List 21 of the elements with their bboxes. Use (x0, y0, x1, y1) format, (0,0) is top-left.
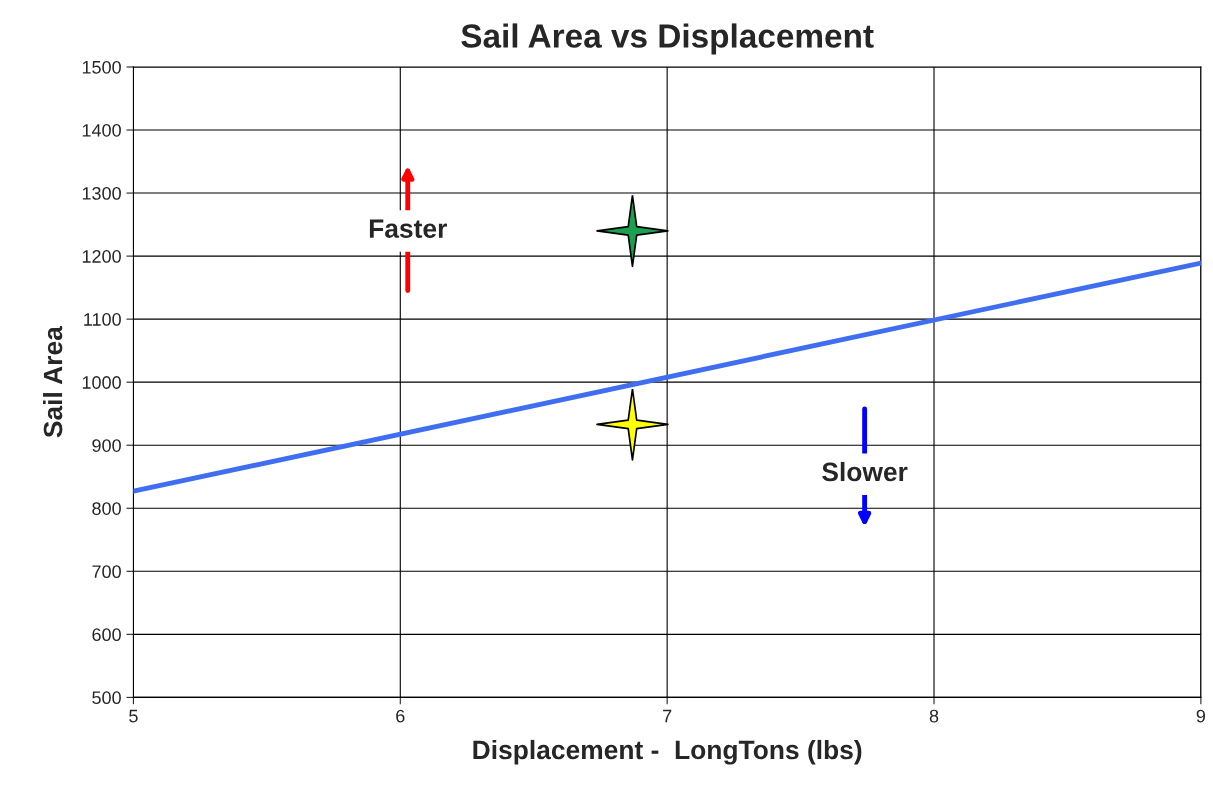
y-tick-label: 1300 (82, 186, 121, 200)
y-tick-label: 700 (92, 565, 121, 579)
x-tick-label: 8 (929, 709, 939, 723)
y-tick-label: 800 (92, 502, 121, 515)
annotation: Slower (822, 461, 908, 482)
x-tick-label: 6 (396, 709, 405, 723)
y-tick-label: 1100 (84, 313, 121, 326)
y-tick-label: 1000 (82, 376, 121, 389)
y-tick-label: 1200 (82, 250, 121, 263)
y-tick-label: 1500 (82, 60, 121, 74)
x-tick-label: 9 (1196, 709, 1206, 723)
y-axis-title: Sail Area (42, 326, 63, 438)
x-tick-label: 5 (129, 709, 138, 723)
y-tick-label: 900 (92, 439, 121, 452)
annotation: Faster (369, 219, 447, 238)
x-tick-label: 7 (663, 709, 672, 723)
y-tick-label: 500 (92, 691, 121, 705)
y-tick-label: 600 (92, 628, 121, 642)
chart-title: Sail Area vs Displacement (461, 23, 874, 55)
x-axis-title: Displacement - LongTons (lbs) (473, 739, 862, 765)
y-tick-label: 1400 (82, 123, 121, 137)
